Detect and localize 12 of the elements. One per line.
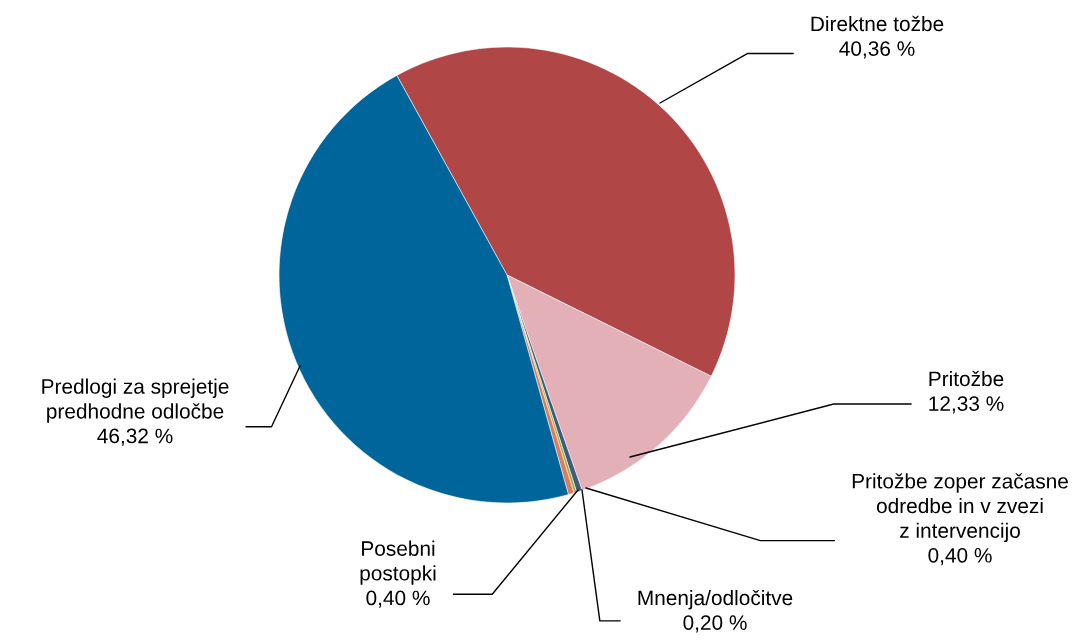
data-label: 12,33 %: [929, 396, 1004, 414]
slice-label: Posebni postopki: [360, 540, 436, 585]
data-label: 40,36 %: [839, 41, 915, 59]
data-label: 0,20 %: [683, 615, 747, 633]
slice-label: Pritožbe: [929, 370, 1004, 387]
slice-label: Predlogi za sprejetje predhodne odločbe: [42, 378, 229, 423]
data-label: 0,40 %: [928, 547, 992, 566]
data-label: 46,32 %: [97, 428, 173, 446]
slice-label: Direktne tožbe: [811, 15, 944, 32]
data-label: 0,40 %: [366, 590, 430, 608]
slice-label: Mnenja/odločitve: [638, 589, 793, 610]
slice-label: Pritožbe zoper začasne odredbe in v zvezi z intervencijo: [852, 473, 1068, 543]
